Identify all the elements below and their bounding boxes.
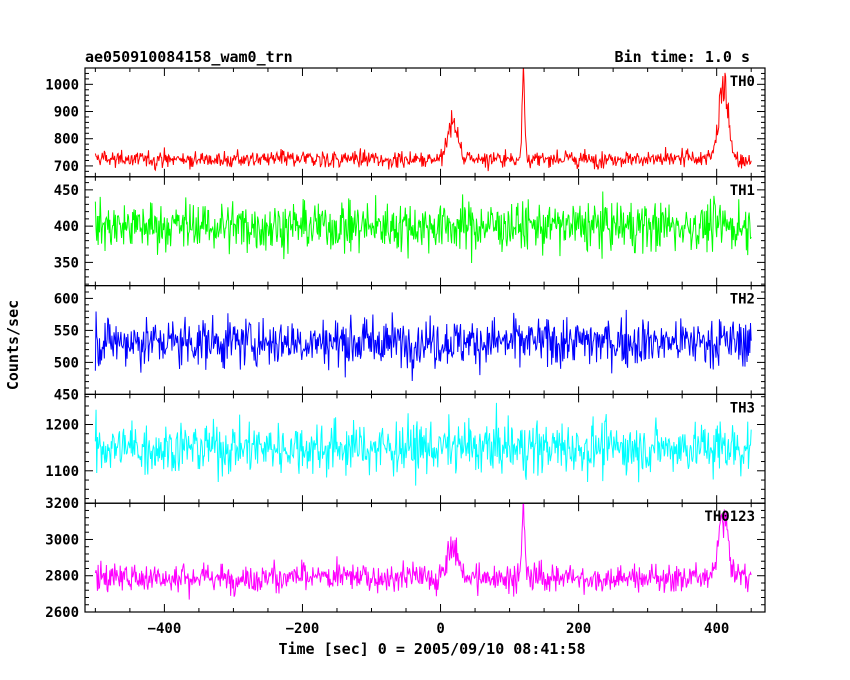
panel-label-th1: TH1 <box>730 183 755 199</box>
y-tick-label: 450 <box>54 387 79 403</box>
series-line-th0 <box>94 68 752 172</box>
y-tick-label: 500 <box>54 355 79 371</box>
series-line-th1 <box>94 191 752 264</box>
panel-label-th0123: TH0123 <box>704 509 755 525</box>
y-tick-label: 3000 <box>45 532 79 548</box>
y-tick-label: 400 <box>54 219 79 235</box>
y-tick-label: 3200 <box>45 496 79 512</box>
y-tick-label: 1200 <box>45 417 79 433</box>
x-tick-label: 0 <box>436 621 444 637</box>
y-axis-label: Counts/sec <box>4 300 22 390</box>
y-tick-label: 450 <box>54 183 79 199</box>
x-tick-label: 200 <box>566 621 591 637</box>
y-tick-label: 900 <box>54 105 79 121</box>
panel-label-th3: TH3 <box>730 400 755 416</box>
y-tick-label: 350 <box>54 255 79 271</box>
x-tick-label: −200 <box>286 621 320 637</box>
series-line-th0123 <box>94 503 752 600</box>
y-tick-label: 2800 <box>45 569 79 585</box>
panel-frame-th0123 <box>84 502 766 613</box>
y-tick-label: 700 <box>54 159 79 175</box>
y-tick-label: 550 <box>54 323 79 339</box>
chart-title-right: Bin time: 1.0 s <box>615 48 750 66</box>
y-tick-label: 1000 <box>45 77 79 93</box>
panel-label-th0: TH0 <box>730 74 755 90</box>
x-axis-label: Time [sec] 0 = 2005/09/10 08:41:58 <box>278 640 585 658</box>
y-tick-label: 800 <box>54 132 79 148</box>
series-line-th2 <box>94 309 752 381</box>
x-tick-label: −400 <box>148 621 182 637</box>
panel-label-th2: TH2 <box>730 292 755 308</box>
y-tick-label: 1100 <box>45 464 79 480</box>
x-tick-label: 400 <box>704 621 729 637</box>
chart-title-left: ae050910084158_wam0_trn <box>85 48 293 66</box>
series-line-th3 <box>94 402 752 486</box>
y-tick-label: 600 <box>54 291 79 307</box>
panels-group: 700 800 900 1000 TH0 350 400 450 TH1 450 500 550 600… <box>45 67 766 637</box>
y-tick-label: 2600 <box>45 605 79 621</box>
